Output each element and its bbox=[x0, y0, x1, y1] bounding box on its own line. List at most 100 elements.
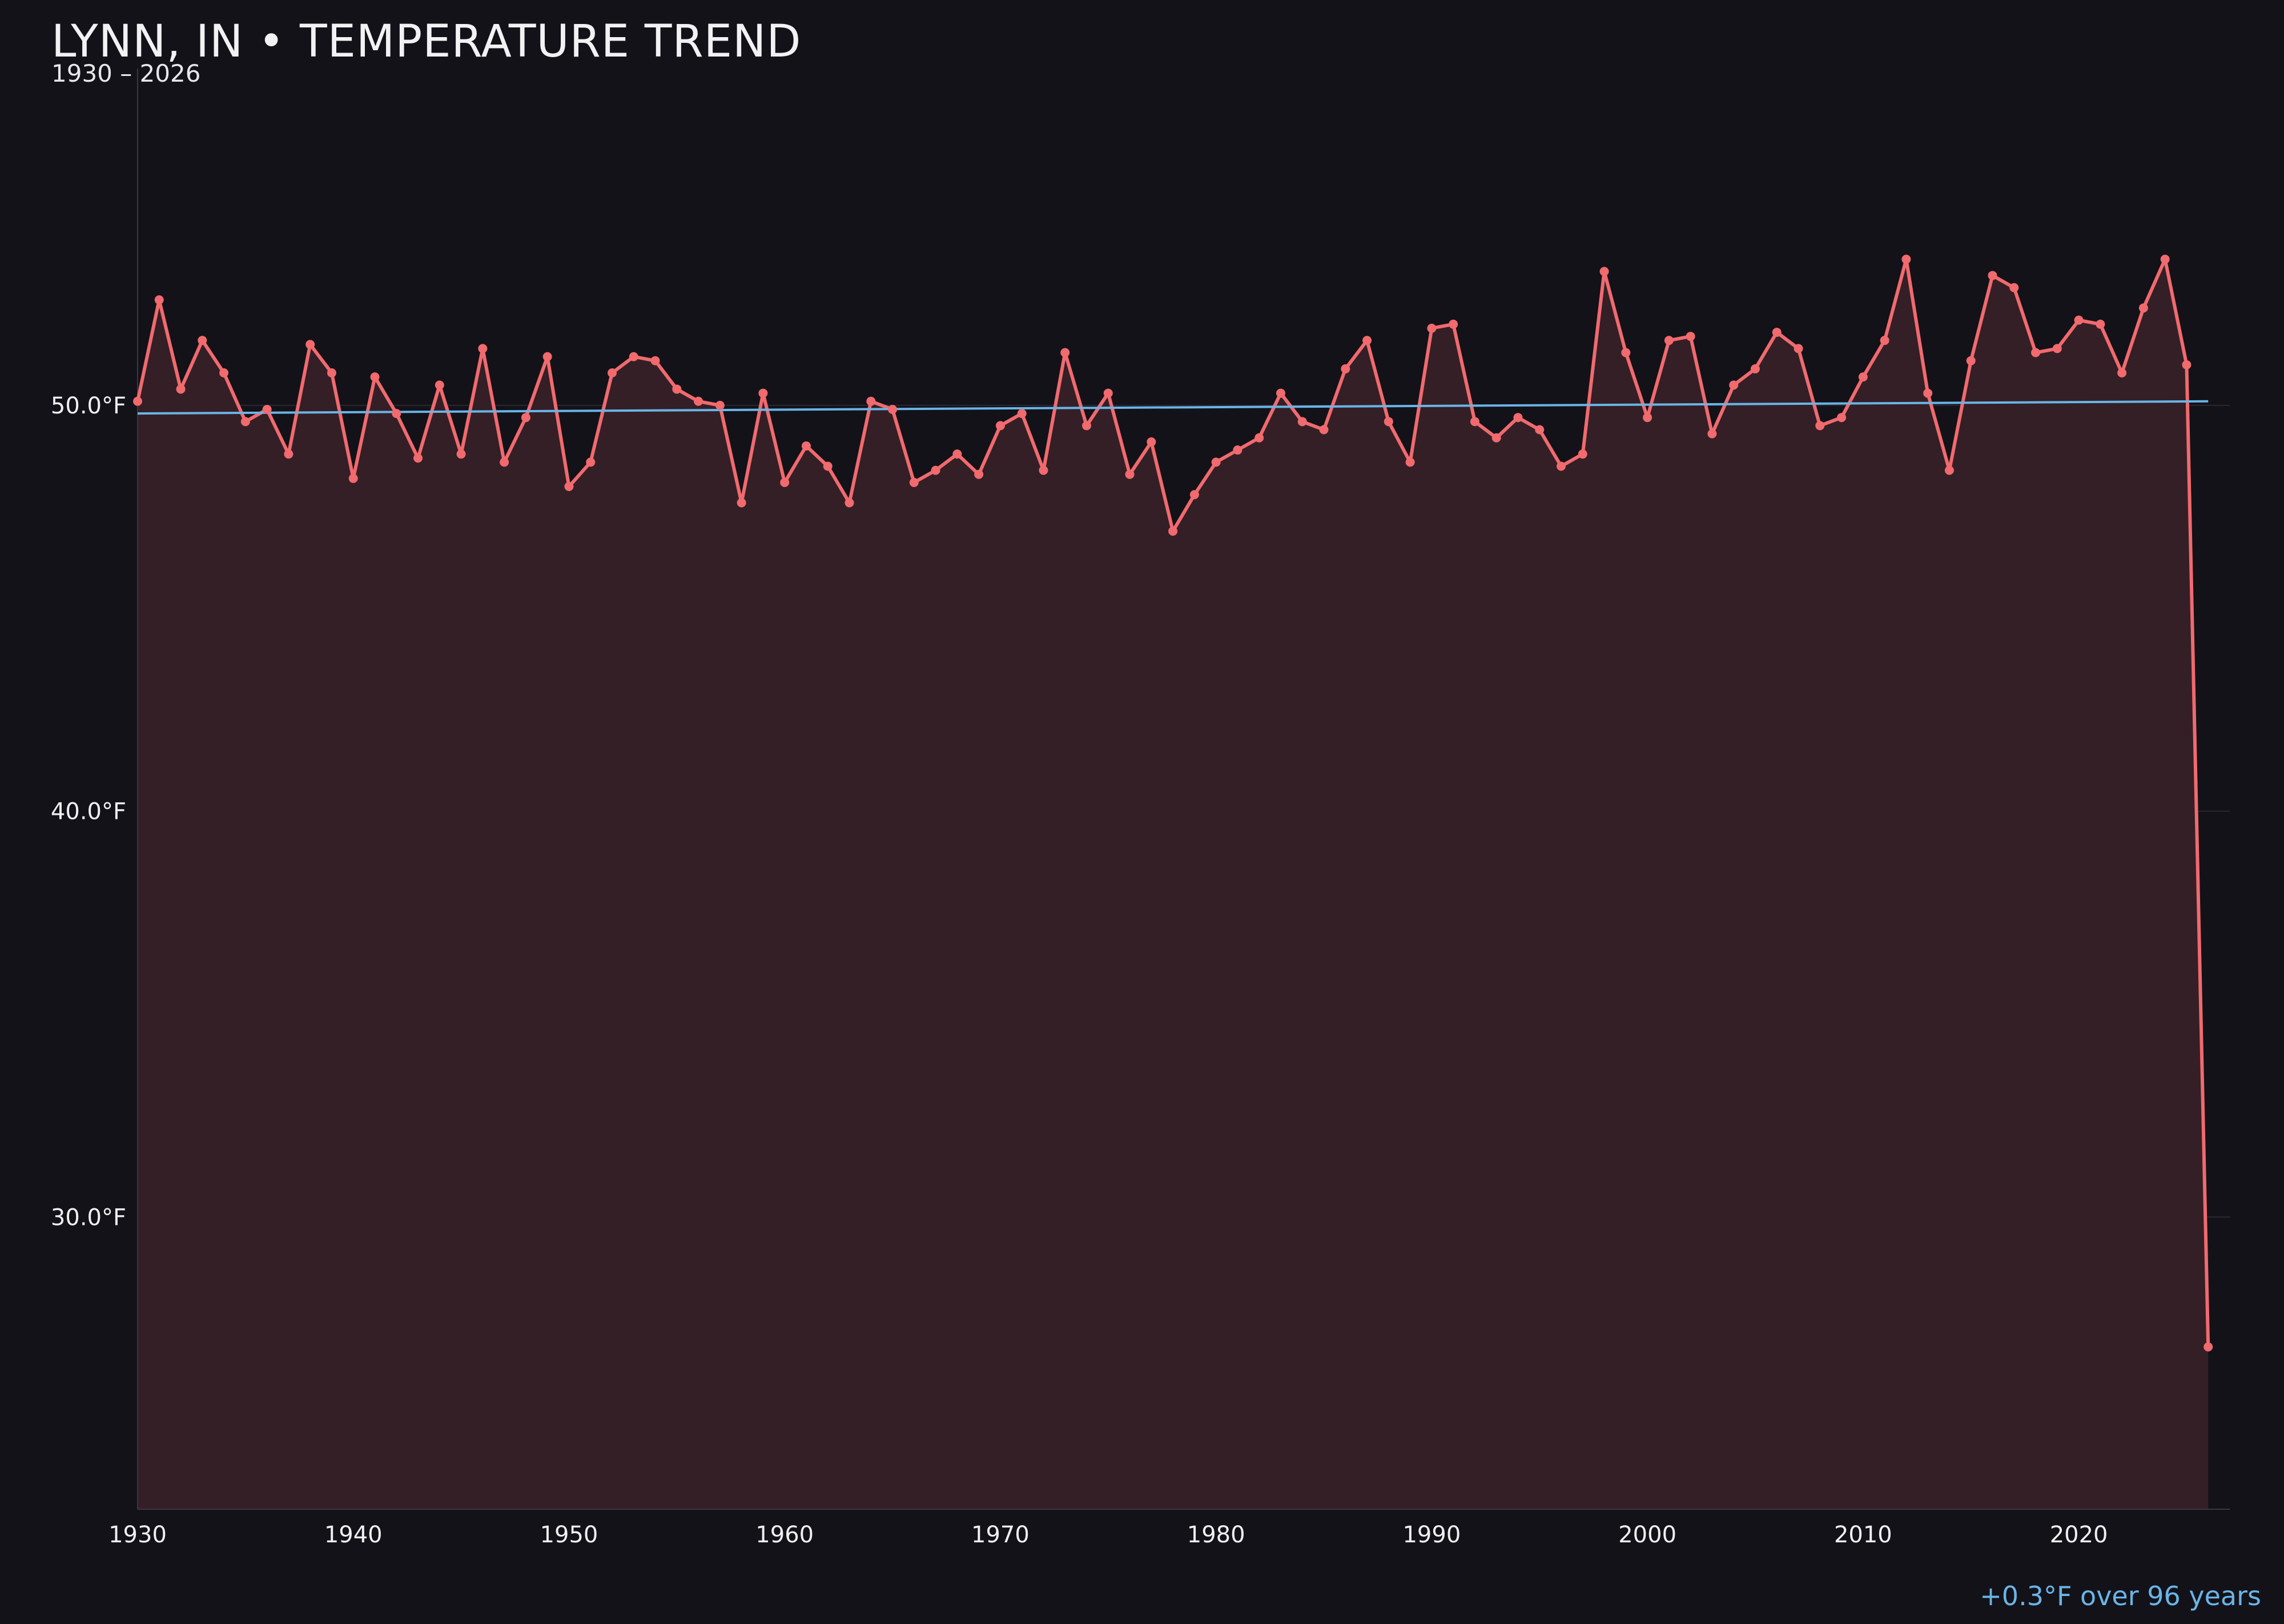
data-point-1968 bbox=[952, 449, 962, 459]
x-tick-1940: 1940 bbox=[324, 1522, 383, 1548]
chart-title: LYNN, IN • TEMPERATURE TREND bbox=[51, 16, 802, 67]
data-point-2023 bbox=[2138, 303, 2148, 313]
data-point-1937 bbox=[284, 449, 293, 459]
x-tick-1980: 1980 bbox=[1187, 1522, 1245, 1548]
data-point-1952 bbox=[608, 368, 617, 378]
y-tick-40: 40.0°F bbox=[51, 799, 126, 825]
data-point-1965 bbox=[888, 404, 898, 414]
x-tick-1930: 1930 bbox=[108, 1522, 167, 1548]
data-point-1983 bbox=[1276, 388, 1285, 398]
data-point-1947 bbox=[500, 457, 509, 467]
data-point-1944 bbox=[435, 380, 444, 390]
data-point-1971 bbox=[1017, 409, 1027, 419]
data-point-2014 bbox=[1944, 465, 1954, 475]
data-point-1991 bbox=[1449, 319, 1458, 329]
data-point-1999 bbox=[1621, 348, 1631, 357]
data-point-1933 bbox=[198, 336, 207, 345]
x-tick-2020: 2020 bbox=[2050, 1522, 2108, 1548]
data-point-2019 bbox=[2052, 344, 2062, 353]
data-point-2001 bbox=[1664, 336, 1674, 345]
data-point-1955 bbox=[672, 384, 682, 394]
data-point-2000 bbox=[1643, 413, 1652, 423]
data-point-1980 bbox=[1211, 457, 1221, 467]
data-point-2011 bbox=[1880, 336, 1889, 345]
data-point-1992 bbox=[1470, 417, 1479, 427]
data-point-1932 bbox=[176, 384, 186, 394]
data-point-1973 bbox=[1060, 348, 1070, 357]
data-point-1969 bbox=[974, 469, 984, 479]
data-point-1931 bbox=[154, 295, 164, 305]
trend-line bbox=[137, 400, 2209, 415]
data-point-2021 bbox=[2096, 319, 2105, 329]
data-point-2024 bbox=[2160, 255, 2170, 264]
data-point-1961 bbox=[801, 441, 811, 451]
data-point-2010 bbox=[1858, 372, 1868, 382]
data-point-1967 bbox=[931, 465, 940, 475]
data-point-2002 bbox=[1686, 332, 1695, 341]
data-point-1957 bbox=[715, 400, 725, 410]
data-point-1939 bbox=[327, 368, 336, 378]
data-point-1978 bbox=[1168, 526, 1178, 536]
data-point-1988 bbox=[1384, 417, 1393, 427]
data-point-1953 bbox=[629, 352, 638, 361]
data-point-2025 bbox=[2182, 360, 2191, 369]
data-point-2016 bbox=[1988, 271, 1997, 280]
data-point-1959 bbox=[758, 388, 768, 398]
data-point-1935 bbox=[240, 417, 250, 427]
data-point-1940 bbox=[348, 473, 358, 483]
data-point-1989 bbox=[1405, 457, 1415, 467]
data-point-2026 bbox=[2203, 1342, 2213, 1352]
x-tick-1970: 1970 bbox=[971, 1522, 1030, 1548]
data-point-2012 bbox=[1901, 255, 1911, 264]
data-point-2008 bbox=[1815, 421, 1825, 431]
y-tick-50: 50.0°F bbox=[51, 393, 126, 419]
data-point-1998 bbox=[1599, 267, 1609, 276]
data-point-1990 bbox=[1427, 323, 1437, 333]
data-point-1985 bbox=[1319, 425, 1329, 435]
data-point-1963 bbox=[845, 498, 854, 508]
data-point-1938 bbox=[305, 340, 315, 349]
chart-subtitle: 1930 – 2026 bbox=[51, 59, 201, 87]
data-point-1981 bbox=[1233, 445, 1242, 455]
data-point-1964 bbox=[866, 396, 876, 406]
data-point-1945 bbox=[456, 449, 466, 459]
data-point-2013 bbox=[1923, 388, 1933, 398]
data-point-1984 bbox=[1297, 417, 1307, 427]
data-point-1972 bbox=[1039, 465, 1048, 475]
data-point-1930 bbox=[133, 396, 142, 406]
data-point-1996 bbox=[1557, 461, 1566, 471]
data-point-1993 bbox=[1491, 433, 1501, 443]
data-point-1954 bbox=[650, 356, 660, 365]
data-point-1950 bbox=[564, 482, 574, 492]
data-point-1976 bbox=[1125, 469, 1135, 479]
data-point-1960 bbox=[780, 477, 790, 487]
data-point-1943 bbox=[413, 453, 423, 463]
data-point-1977 bbox=[1147, 437, 1156, 447]
data-point-2007 bbox=[1794, 344, 1803, 353]
x-tick-2010: 2010 bbox=[1834, 1522, 1892, 1548]
data-point-1974 bbox=[1082, 421, 1092, 431]
data-point-1975 bbox=[1103, 388, 1113, 398]
data-point-2009 bbox=[1837, 413, 1847, 423]
trend-annotation: +0.3°F over 96 years bbox=[1980, 1581, 2261, 1611]
area-fill bbox=[138, 259, 2209, 1509]
data-point-1982 bbox=[1254, 433, 1264, 443]
data-point-1979 bbox=[1189, 490, 1199, 500]
data-point-1936 bbox=[262, 404, 272, 414]
data-point-1995 bbox=[1535, 425, 1545, 435]
x-tick-labels: 1930 1940 1950 1960 1970 1980 1990 2000 2010 2020 bbox=[108, 1522, 2108, 1548]
data-point-2018 bbox=[2031, 348, 2041, 357]
data-point-1934 bbox=[219, 368, 229, 378]
x-tick-2000: 2000 bbox=[1618, 1522, 1676, 1548]
data-point-1966 bbox=[909, 477, 919, 487]
data-point-1949 bbox=[542, 352, 552, 361]
data-point-2003 bbox=[1707, 429, 1717, 439]
data-point-1958 bbox=[737, 498, 746, 508]
data-point-1997 bbox=[1578, 449, 1587, 459]
data-points bbox=[133, 255, 2213, 1352]
x-tick-1950: 1950 bbox=[540, 1522, 598, 1548]
y-tick-30: 30.0°F bbox=[51, 1204, 126, 1231]
data-point-2006 bbox=[1772, 327, 1782, 337]
data-point-2015 bbox=[1966, 356, 1976, 365]
data-point-2020 bbox=[2074, 315, 2084, 325]
